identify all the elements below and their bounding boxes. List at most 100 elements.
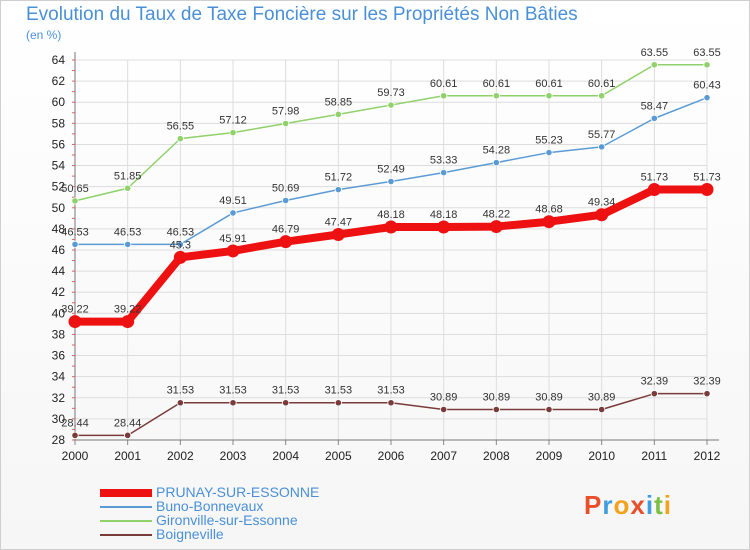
data-label: 50.65 — [61, 183, 89, 195]
y-tick-label: 38 — [52, 327, 66, 341]
x-tick-label: 2005 — [325, 449, 352, 463]
data-label: 60.61 — [588, 78, 616, 90]
x-tick-label: 2008 — [483, 449, 510, 463]
data-label: 31.53 — [377, 385, 405, 397]
data-point — [121, 315, 135, 329]
x-tick-label: 2011 — [641, 449, 667, 463]
logo-letter: P — [584, 490, 603, 520]
x-tick-label: 2003 — [220, 449, 247, 463]
data-label: 51.72 — [325, 172, 353, 184]
data-point — [489, 220, 503, 234]
data-label: 63.55 — [693, 47, 721, 59]
data-point — [71, 240, 79, 249]
data-label: 59.73 — [377, 87, 405, 99]
data-label: 51.85 — [114, 170, 142, 182]
data-label: 45.91 — [219, 233, 247, 245]
data-label: 30.89 — [483, 391, 511, 403]
data-label: 55.23 — [535, 135, 563, 147]
data-point — [282, 399, 290, 407]
data-point — [650, 114, 658, 122]
data-label: 47.47 — [325, 216, 353, 228]
data-point — [334, 399, 342, 407]
data-point — [282, 119, 290, 128]
data-point — [492, 405, 500, 414]
data-label: 58.85 — [325, 96, 353, 108]
y-tick-label: 50 — [52, 201, 66, 215]
data-point — [176, 135, 184, 143]
data-point — [387, 177, 395, 186]
data-point — [545, 92, 553, 100]
y-tick-label: 32 — [52, 391, 66, 405]
x-tick-label: 2001 — [114, 449, 141, 463]
y-axis-unit: (en %) — [26, 28, 62, 42]
y-tick-label: 52 — [52, 180, 66, 194]
legend-swatch — [100, 520, 152, 522]
data-point — [700, 183, 714, 197]
y-tick-label: 42 — [52, 285, 66, 299]
data-label: 46.53 — [167, 226, 195, 238]
data-label: 56.55 — [167, 121, 195, 133]
logo-letter: t — [654, 490, 664, 520]
y-tick-label: 46 — [52, 243, 66, 257]
data-point — [229, 129, 237, 137]
data-point — [440, 169, 448, 177]
data-label: 51.73 — [641, 172, 669, 184]
legend-swatch — [100, 506, 152, 508]
data-point — [440, 405, 448, 414]
series-lines — [68, 61, 714, 439]
data-point — [542, 215, 556, 229]
y-tick-label: 48 — [52, 222, 66, 236]
data-point — [440, 92, 448, 100]
data-label: 57.98 — [272, 106, 300, 118]
data-point — [176, 399, 184, 407]
data-point — [279, 235, 293, 249]
logo-letter: o — [613, 490, 631, 520]
data-point — [71, 431, 79, 439]
data-label: 55.77 — [588, 129, 616, 141]
logo-letter: r — [602, 490, 614, 520]
data-label: 48.68 — [535, 204, 563, 216]
data-label: 54.28 — [483, 145, 511, 157]
x-tick-label: 2000 — [62, 449, 89, 463]
data-point — [703, 61, 711, 69]
chart-title: Evolution du Taux de Taxe Foncière sur l… — [26, 4, 578, 25]
data-point — [68, 315, 82, 329]
data-label: 50.69 — [272, 182, 300, 194]
legend-label: Boigneville — [156, 526, 224, 542]
data-label: 49.34 — [588, 197, 616, 209]
data-point — [650, 61, 658, 69]
data-label: 39.22 — [114, 304, 142, 316]
data-labels: 46.53 46.53 46.53 49.51 50.69 51.72 52.49 53.33… — [61, 47, 721, 430]
data-label: 32.39 — [641, 376, 669, 388]
y-tick-label: 62 — [52, 74, 66, 88]
data-point — [437, 220, 451, 234]
data-point — [229, 209, 237, 217]
data-label: 46.53 — [61, 226, 89, 238]
data-label: 48.18 — [430, 209, 458, 221]
data-label: 46.79 — [272, 224, 300, 236]
data-point — [334, 110, 342, 118]
y-tick-label: 58 — [52, 116, 66, 130]
data-label: 60.61 — [535, 78, 563, 90]
logo-letter: x — [630, 490, 646, 520]
x-tick-label: 2002 — [167, 449, 194, 463]
y-tick-label: 30 — [52, 412, 66, 426]
y-tick-label: 56 — [52, 137, 66, 151]
data-point — [703, 390, 711, 398]
data-label: 30.89 — [430, 391, 458, 403]
data-label: 39.22 — [61, 304, 89, 316]
x-tick-label: 2007 — [430, 449, 457, 463]
legend-label: PRUNAY-SUR-ESSONNE — [156, 484, 320, 500]
data-label: 31.53 — [272, 385, 300, 397]
data-point — [124, 184, 132, 192]
data-label: 60.61 — [430, 78, 458, 90]
data-point — [703, 94, 711, 102]
data-label: 30.89 — [588, 391, 616, 403]
data-point — [331, 227, 345, 241]
x-tick-label: 2004 — [272, 449, 299, 463]
data-label: 31.53 — [219, 385, 247, 397]
y-tick-label: 28 — [52, 433, 66, 447]
y-tick-label: 44 — [52, 264, 66, 278]
data-point — [650, 390, 658, 398]
